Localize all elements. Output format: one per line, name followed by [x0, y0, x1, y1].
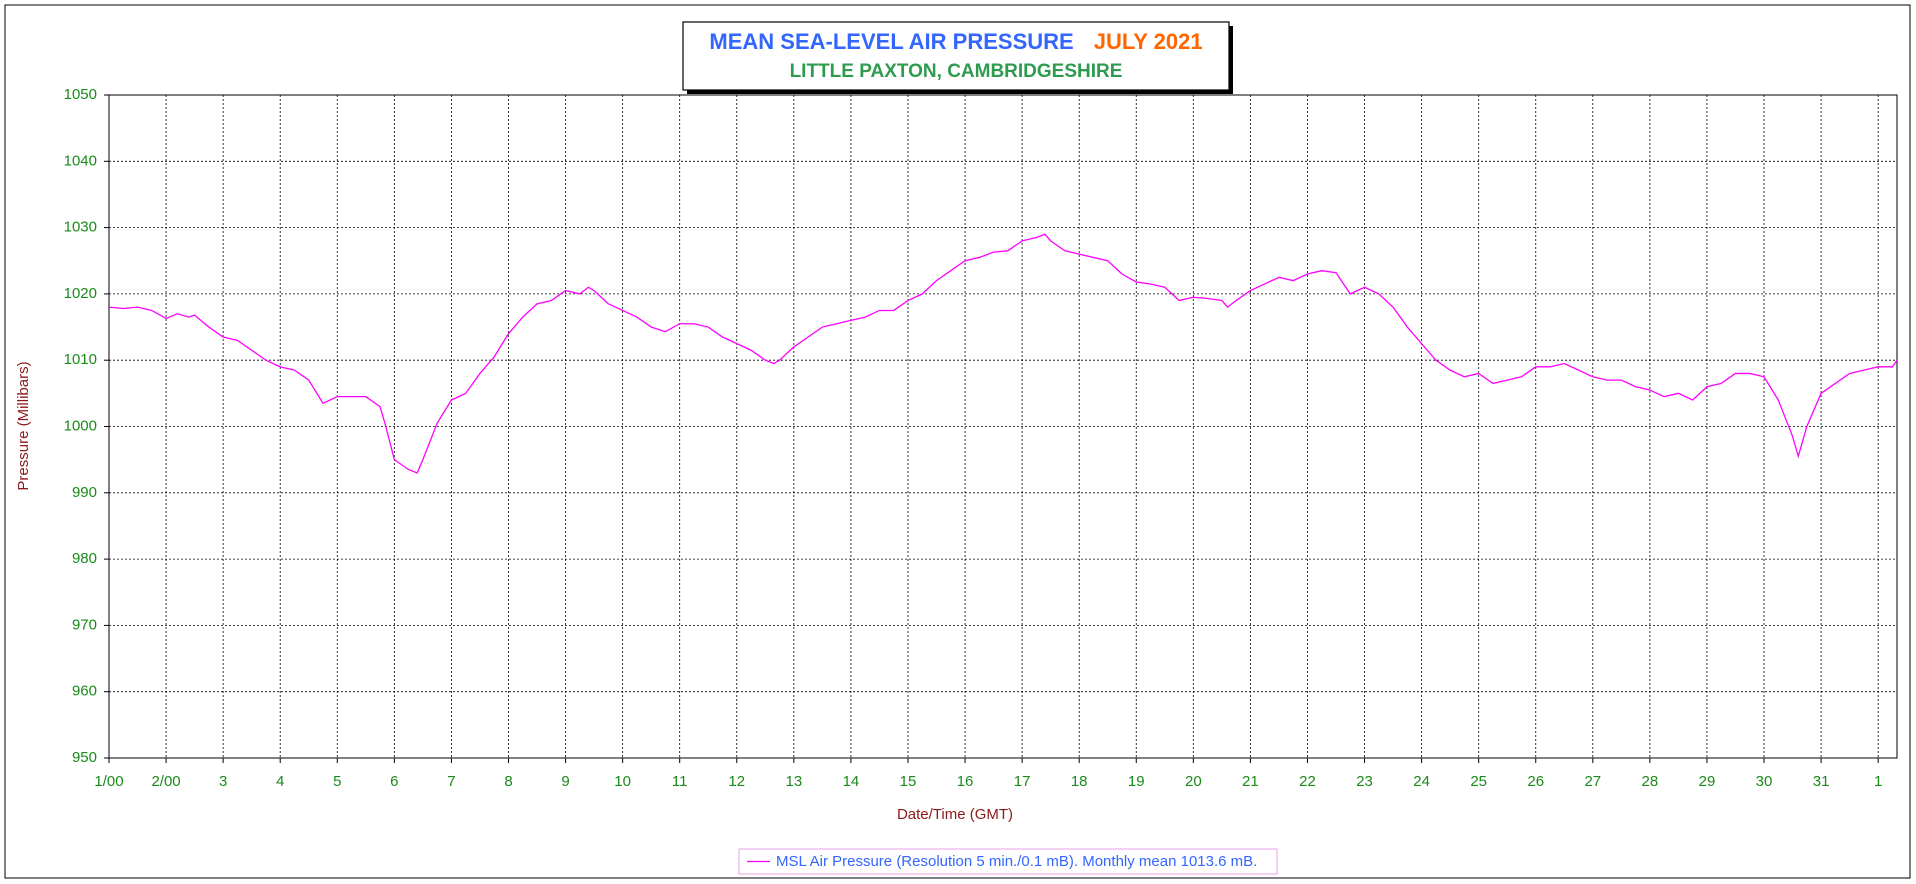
legend-label: MSL Air Pressure (Resolution 5 min./0.1 … — [776, 853, 1257, 870]
x-tick-label: 15 — [900, 773, 917, 790]
x-tick-label: 12 — [728, 773, 745, 790]
x-tick-label: 14 — [843, 773, 860, 790]
x-tick-label: 26 — [1527, 773, 1544, 790]
y-tick-label: 1040 — [64, 152, 97, 169]
x-tick-label: 21 — [1242, 773, 1259, 790]
x-tick-label: 7 — [447, 773, 455, 790]
x-tick-label: 2/00 — [151, 773, 180, 790]
x-tick-label: 18 — [1071, 773, 1088, 790]
x-tick-label: 9 — [561, 773, 569, 790]
x-tick-label: 11 — [672, 773, 688, 790]
chart-title-date: JULY 2021 — [1094, 29, 1203, 54]
y-tick-label: 1000 — [64, 417, 97, 434]
x-tick-label: 19 — [1128, 773, 1145, 790]
y-tick-label: 990 — [72, 484, 97, 501]
chart-title: MEAN SEA-LEVEL AIR PRESSURE — [709, 29, 1073, 54]
x-tick-label: 29 — [1699, 773, 1716, 790]
x-tick-label: 8 — [504, 773, 512, 790]
x-tick-label: 10 — [614, 773, 631, 790]
y-tick-label: 1020 — [64, 285, 97, 302]
legend-box — [738, 848, 1278, 875]
y-tick-label: 1030 — [64, 219, 97, 236]
plot-border — [108, 94, 1898, 759]
y-tick-label: 960 — [72, 683, 97, 700]
y-tick-label: 1050 — [64, 86, 97, 103]
x-tick-label: 1 — [1874, 773, 1882, 790]
y-tick-label: 970 — [72, 616, 97, 633]
x-tick-label: 23 — [1356, 773, 1373, 790]
x-tick-label: 30 — [1756, 773, 1773, 790]
x-tick-label: 16 — [957, 773, 974, 790]
x-tick-label: 25 — [1470, 773, 1487, 790]
x-tick-label: 1/00 — [94, 773, 123, 790]
x-tick-label: 24 — [1413, 773, 1430, 790]
x-tick-label: 31 — [1813, 773, 1830, 790]
y-tick-label: 980 — [72, 550, 97, 567]
x-tick-label: 27 — [1584, 773, 1601, 790]
y-axis-label: Pressure (Millibars) — [15, 361, 32, 490]
y-tick-label: 1010 — [64, 351, 97, 368]
title-box — [682, 21, 1230, 91]
x-tick-label: 3 — [219, 773, 227, 790]
x-tick-label: 17 — [1014, 773, 1031, 790]
y-tick-label: 950 — [72, 749, 97, 766]
x-tick-label: 20 — [1185, 773, 1202, 790]
x-tick-label: 13 — [785, 773, 802, 790]
x-tick-label: 6 — [390, 773, 398, 790]
x-tick-label: 28 — [1642, 773, 1659, 790]
x-tick-label: 5 — [333, 773, 341, 790]
x-tick-label: 22 — [1299, 773, 1316, 790]
chart-subtitle: LITTLE PAXTON, CAMBRIDGESHIRE — [790, 61, 1123, 82]
x-tick-label: 4 — [276, 773, 284, 790]
data-line — [108, 233, 1898, 474]
x-axis-label: Date/Time (GMT) — [897, 806, 1013, 823]
